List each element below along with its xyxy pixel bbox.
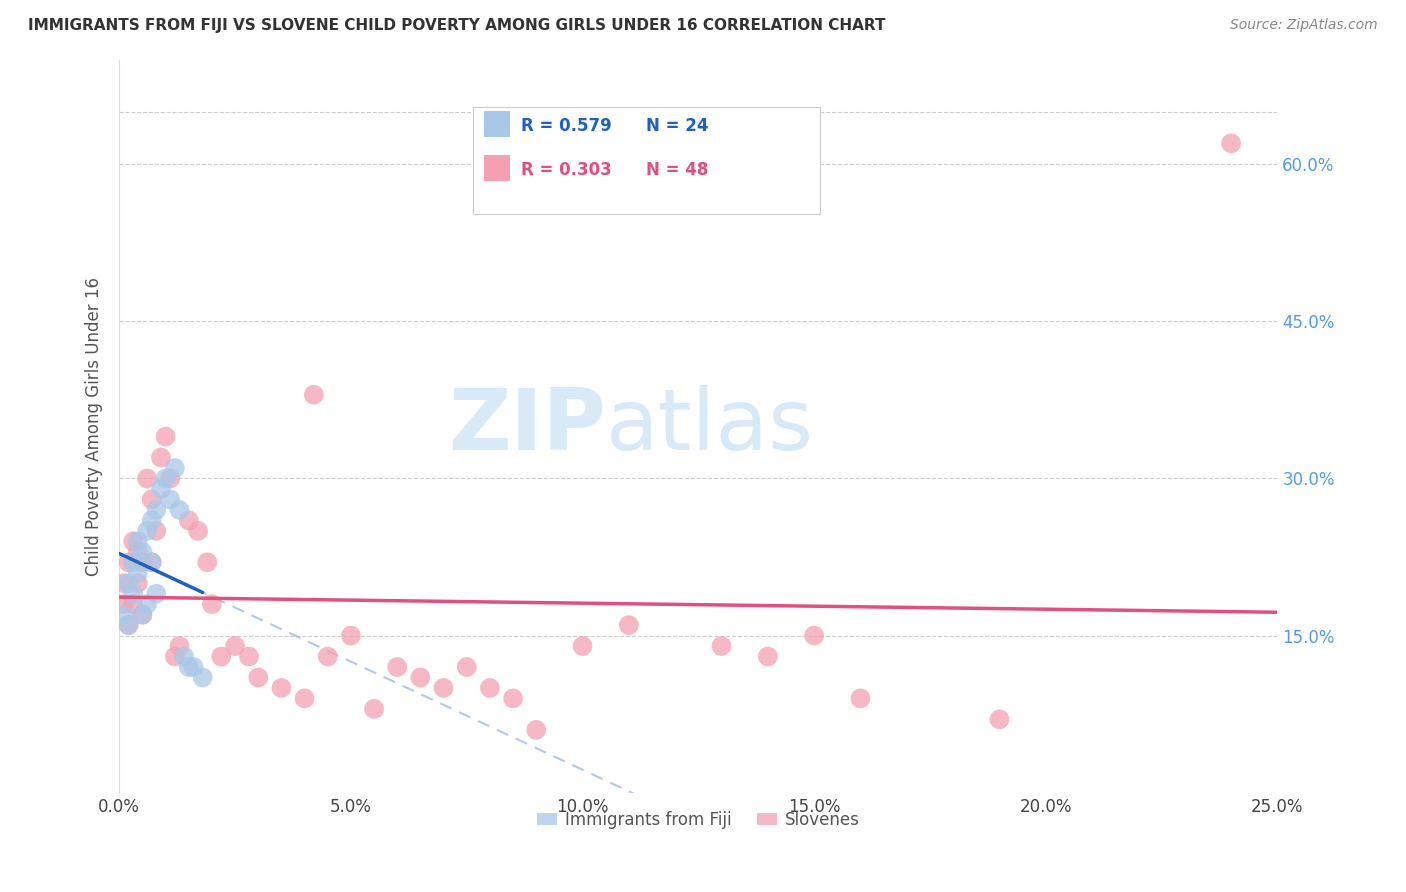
Point bbox=[340, 629, 363, 643]
Point bbox=[145, 587, 167, 601]
Point bbox=[141, 555, 163, 569]
Point bbox=[524, 723, 547, 737]
FancyBboxPatch shape bbox=[472, 107, 820, 213]
Y-axis label: Child Poverty Among Girls Under 16: Child Poverty Among Girls Under 16 bbox=[86, 277, 103, 575]
Point bbox=[502, 691, 524, 706]
Point bbox=[131, 555, 153, 569]
Point bbox=[136, 524, 159, 538]
Point bbox=[177, 660, 200, 674]
Point bbox=[238, 649, 260, 664]
Point bbox=[617, 618, 640, 632]
Bar bbox=[484, 111, 509, 136]
Point bbox=[155, 471, 177, 485]
Point bbox=[159, 492, 181, 507]
Point bbox=[112, 597, 135, 611]
Point bbox=[117, 555, 139, 569]
Point bbox=[363, 702, 385, 716]
Point bbox=[122, 597, 145, 611]
Text: R = 0.303: R = 0.303 bbox=[522, 161, 612, 178]
Bar bbox=[484, 155, 509, 180]
Point bbox=[169, 639, 191, 653]
Point bbox=[117, 576, 139, 591]
Point bbox=[294, 691, 316, 706]
Point bbox=[163, 649, 186, 664]
Point bbox=[478, 681, 501, 695]
Point bbox=[141, 513, 163, 527]
Point bbox=[195, 555, 218, 569]
Point bbox=[131, 545, 153, 559]
Point bbox=[756, 649, 779, 664]
Text: ZIP: ZIP bbox=[449, 384, 606, 467]
Point bbox=[149, 450, 172, 465]
Point bbox=[988, 712, 1011, 726]
Point bbox=[163, 461, 186, 475]
Text: N = 24: N = 24 bbox=[647, 117, 709, 135]
Point bbox=[117, 618, 139, 632]
Point bbox=[187, 524, 209, 538]
Point bbox=[803, 629, 825, 643]
Text: N = 48: N = 48 bbox=[647, 161, 709, 178]
Point bbox=[270, 681, 292, 695]
Point bbox=[169, 503, 191, 517]
Point bbox=[112, 607, 135, 622]
Point bbox=[173, 649, 195, 664]
Point bbox=[849, 691, 872, 706]
Point bbox=[127, 534, 149, 549]
Text: R = 0.579: R = 0.579 bbox=[522, 117, 612, 135]
Point bbox=[387, 660, 409, 674]
Point bbox=[122, 587, 145, 601]
Point bbox=[316, 649, 339, 664]
Point bbox=[201, 597, 224, 611]
Point bbox=[127, 566, 149, 580]
Point bbox=[710, 639, 733, 653]
Text: atlas: atlas bbox=[606, 384, 814, 467]
Point bbox=[247, 670, 270, 684]
Point bbox=[145, 524, 167, 538]
Point bbox=[127, 545, 149, 559]
Point bbox=[177, 513, 200, 527]
Point bbox=[112, 576, 135, 591]
Point bbox=[183, 660, 205, 674]
Point bbox=[571, 639, 593, 653]
Point bbox=[1220, 136, 1243, 151]
Point bbox=[127, 576, 149, 591]
Point bbox=[409, 670, 432, 684]
Point bbox=[136, 471, 159, 485]
Point bbox=[432, 681, 454, 695]
Text: IMMIGRANTS FROM FIJI VS SLOVENE CHILD POVERTY AMONG GIRLS UNDER 16 CORRELATION C: IMMIGRANTS FROM FIJI VS SLOVENE CHILD PO… bbox=[28, 18, 886, 33]
Point bbox=[191, 670, 214, 684]
Point bbox=[456, 660, 478, 674]
Point bbox=[149, 482, 172, 496]
Point bbox=[141, 492, 163, 507]
Point bbox=[145, 503, 167, 517]
Point bbox=[141, 555, 163, 569]
Point bbox=[131, 607, 153, 622]
Point bbox=[136, 597, 159, 611]
Point bbox=[209, 649, 232, 664]
Point bbox=[122, 534, 145, 549]
Point bbox=[159, 471, 181, 485]
Point bbox=[155, 429, 177, 443]
Point bbox=[224, 639, 246, 653]
Point bbox=[302, 388, 325, 402]
Text: Source: ZipAtlas.com: Source: ZipAtlas.com bbox=[1230, 18, 1378, 32]
Point bbox=[122, 555, 145, 569]
Point bbox=[117, 618, 139, 632]
Legend: Immigrants from Fiji, Slovenes: Immigrants from Fiji, Slovenes bbox=[530, 805, 866, 836]
Point bbox=[131, 607, 153, 622]
